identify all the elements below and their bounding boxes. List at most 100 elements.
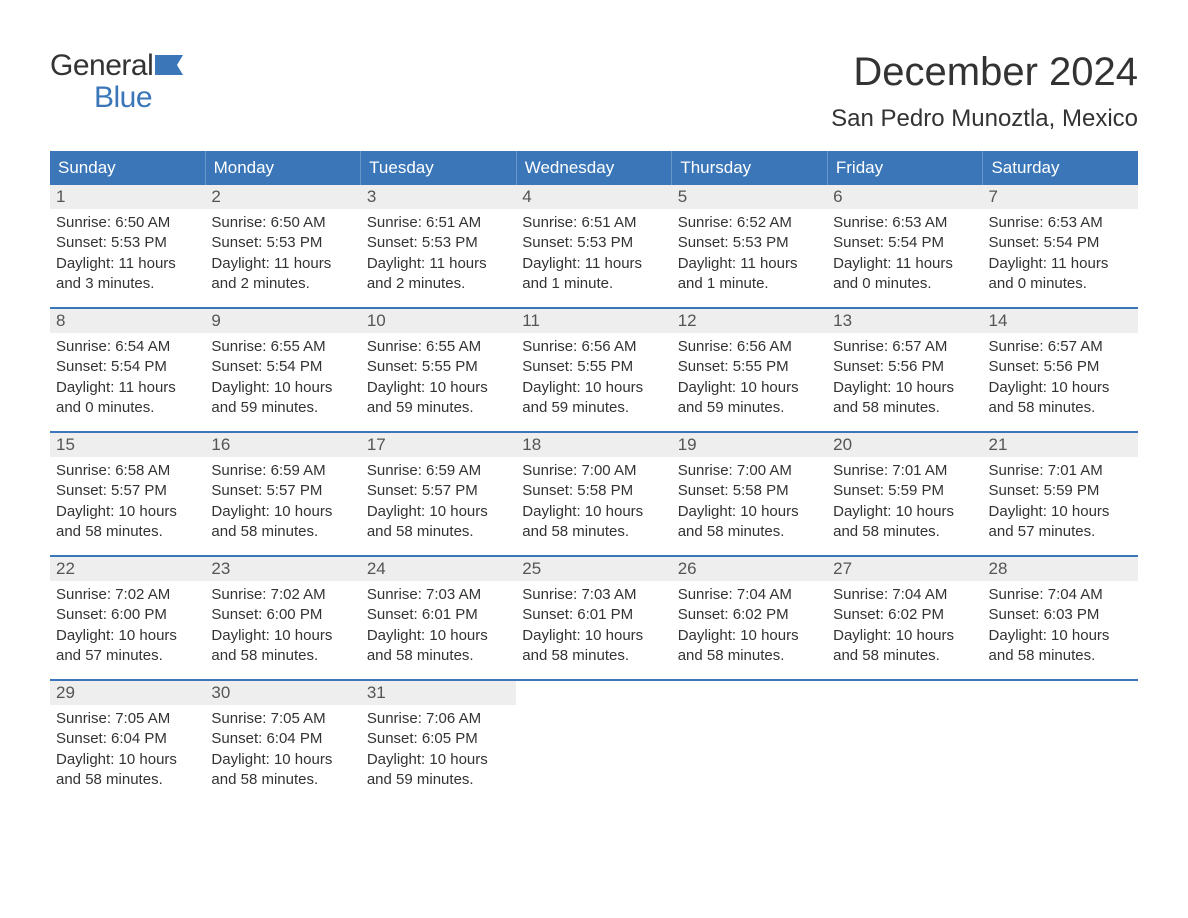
day-cell: 26Sunrise: 7:04 AMSunset: 6:02 PMDayligh… <box>672 557 827 679</box>
day-header-sun: Sunday <box>50 151 205 185</box>
daylight-text-2: and 58 minutes. <box>56 522 199 542</box>
sunset-text: Sunset: 5:55 PM <box>678 357 821 377</box>
sunrise-text: Sunrise: 7:04 AM <box>833 585 976 605</box>
daylight-text-1: Daylight: 10 hours <box>211 502 354 522</box>
day-number: 19 <box>672 433 827 457</box>
day-number: 26 <box>672 557 827 581</box>
daylight-text-1: Daylight: 10 hours <box>211 378 354 398</box>
daylight-text-2: and 58 minutes. <box>833 522 976 542</box>
sunset-text: Sunset: 6:03 PM <box>989 605 1132 625</box>
daylight-text-1: Daylight: 10 hours <box>522 626 665 646</box>
title-block: December 2024 San Pedro Munoztla, Mexico <box>831 50 1138 133</box>
daylight-text-1: Daylight: 10 hours <box>678 502 821 522</box>
daylight-text-1: Daylight: 10 hours <box>56 502 199 522</box>
day-cell: 13Sunrise: 6:57 AMSunset: 5:56 PMDayligh… <box>827 309 982 431</box>
day-number: 27 <box>827 557 982 581</box>
daylight-text-2: and 58 minutes. <box>522 522 665 542</box>
daylight-text-1: Daylight: 10 hours <box>367 626 510 646</box>
logo-text-blue: Blue <box>94 82 183 114</box>
logo-text-general: General <box>50 50 153 82</box>
day-body: Sunrise: 6:58 AMSunset: 5:57 PMDaylight:… <box>50 457 205 546</box>
day-body: Sunrise: 6:50 AMSunset: 5:53 PMDaylight:… <box>205 209 360 298</box>
day-cell: 4Sunrise: 6:51 AMSunset: 5:53 PMDaylight… <box>516 185 671 307</box>
day-body: Sunrise: 6:57 AMSunset: 5:56 PMDaylight:… <box>827 333 982 422</box>
week-row: 15Sunrise: 6:58 AMSunset: 5:57 PMDayligh… <box>50 431 1138 555</box>
daylight-text-2: and 58 minutes. <box>211 770 354 790</box>
daylight-text-2: and 59 minutes. <box>211 398 354 418</box>
calendar: Sunday Monday Tuesday Wednesday Thursday… <box>50 151 1138 803</box>
daylight-text-1: Daylight: 10 hours <box>367 750 510 770</box>
sunrise-text: Sunrise: 7:04 AM <box>989 585 1132 605</box>
daylight-text-2: and 58 minutes. <box>56 770 199 790</box>
week-row: 1Sunrise: 6:50 AMSunset: 5:53 PMDaylight… <box>50 185 1138 307</box>
day-cell: 27Sunrise: 7:04 AMSunset: 6:02 PMDayligh… <box>827 557 982 679</box>
daylight-text-1: Daylight: 10 hours <box>833 502 976 522</box>
daylight-text-1: Daylight: 10 hours <box>367 378 510 398</box>
sunset-text: Sunset: 5:53 PM <box>211 233 354 253</box>
sunrise-text: Sunrise: 7:05 AM <box>211 709 354 729</box>
day-number: 13 <box>827 309 982 333</box>
day-number: 3 <box>361 185 516 209</box>
day-number: 23 <box>205 557 360 581</box>
daylight-text-2: and 58 minutes. <box>522 646 665 666</box>
sunset-text: Sunset: 5:54 PM <box>56 357 199 377</box>
sunrise-text: Sunrise: 6:57 AM <box>989 337 1132 357</box>
sunset-text: Sunset: 5:59 PM <box>989 481 1132 501</box>
day-body: Sunrise: 6:56 AMSunset: 5:55 PMDaylight:… <box>672 333 827 422</box>
day-number: 18 <box>516 433 671 457</box>
day-number: 25 <box>516 557 671 581</box>
daylight-text-2: and 58 minutes. <box>211 522 354 542</box>
sunset-text: Sunset: 6:05 PM <box>367 729 510 749</box>
daylight-text-2: and 58 minutes. <box>833 646 976 666</box>
logo-flag-icon <box>155 50 183 82</box>
sunrise-text: Sunrise: 6:59 AM <box>211 461 354 481</box>
sunrise-text: Sunrise: 6:51 AM <box>367 213 510 233</box>
day-body: Sunrise: 7:02 AMSunset: 6:00 PMDaylight:… <box>50 581 205 670</box>
daylight-text-2: and 2 minutes. <box>211 274 354 294</box>
day-body: Sunrise: 6:54 AMSunset: 5:54 PMDaylight:… <box>50 333 205 422</box>
week-row: 8Sunrise: 6:54 AMSunset: 5:54 PMDaylight… <box>50 307 1138 431</box>
day-cell: 22Sunrise: 7:02 AMSunset: 6:00 PMDayligh… <box>50 557 205 679</box>
day-body: Sunrise: 7:04 AMSunset: 6:03 PMDaylight:… <box>983 581 1138 670</box>
sunrise-text: Sunrise: 6:56 AM <box>522 337 665 357</box>
daylight-text-2: and 59 minutes. <box>367 770 510 790</box>
sunrise-text: Sunrise: 6:52 AM <box>678 213 821 233</box>
day-body: Sunrise: 7:03 AMSunset: 6:01 PMDaylight:… <box>516 581 671 670</box>
day-cell: 5Sunrise: 6:52 AMSunset: 5:53 PMDaylight… <box>672 185 827 307</box>
sunrise-text: Sunrise: 7:04 AM <box>678 585 821 605</box>
day-cell: 12Sunrise: 6:56 AMSunset: 5:55 PMDayligh… <box>672 309 827 431</box>
sunrise-text: Sunrise: 7:00 AM <box>678 461 821 481</box>
sunset-text: Sunset: 5:54 PM <box>211 357 354 377</box>
sunset-text: Sunset: 5:58 PM <box>678 481 821 501</box>
day-body: Sunrise: 7:01 AMSunset: 5:59 PMDaylight:… <box>983 457 1138 546</box>
sunrise-text: Sunrise: 6:51 AM <box>522 213 665 233</box>
day-body: Sunrise: 7:04 AMSunset: 6:02 PMDaylight:… <box>827 581 982 670</box>
daylight-text-1: Daylight: 10 hours <box>56 626 199 646</box>
sunrise-text: Sunrise: 7:01 AM <box>989 461 1132 481</box>
day-number: 11 <box>516 309 671 333</box>
daylight-text-2: and 59 minutes. <box>678 398 821 418</box>
daylight-text-1: Daylight: 11 hours <box>56 254 199 274</box>
sunrise-text: Sunrise: 7:03 AM <box>367 585 510 605</box>
day-cell: 30Sunrise: 7:05 AMSunset: 6:04 PMDayligh… <box>205 681 360 803</box>
day-body: Sunrise: 6:51 AMSunset: 5:53 PMDaylight:… <box>516 209 671 298</box>
page-header: General Blue December 2024 San Pedro Mun… <box>50 50 1138 133</box>
sunrise-text: Sunrise: 7:06 AM <box>367 709 510 729</box>
day-number: 15 <box>50 433 205 457</box>
daylight-text-2: and 2 minutes. <box>367 274 510 294</box>
day-cell: 23Sunrise: 7:02 AMSunset: 6:00 PMDayligh… <box>205 557 360 679</box>
sunrise-text: Sunrise: 7:00 AM <box>522 461 665 481</box>
sunset-text: Sunset: 6:01 PM <box>367 605 510 625</box>
day-header-mon: Monday <box>205 151 361 185</box>
day-body: Sunrise: 6:55 AMSunset: 5:54 PMDaylight:… <box>205 333 360 422</box>
sunset-text: Sunset: 6:04 PM <box>211 729 354 749</box>
daylight-text-1: Daylight: 10 hours <box>56 750 199 770</box>
day-number: 10 <box>361 309 516 333</box>
day-number: 6 <box>827 185 982 209</box>
day-cell <box>983 681 1138 803</box>
daylight-text-1: Daylight: 11 hours <box>522 254 665 274</box>
daylight-text-2: and 58 minutes. <box>678 646 821 666</box>
week-row: 29Sunrise: 7:05 AMSunset: 6:04 PMDayligh… <box>50 679 1138 803</box>
sunrise-text: Sunrise: 6:56 AM <box>678 337 821 357</box>
sunset-text: Sunset: 5:58 PM <box>522 481 665 501</box>
